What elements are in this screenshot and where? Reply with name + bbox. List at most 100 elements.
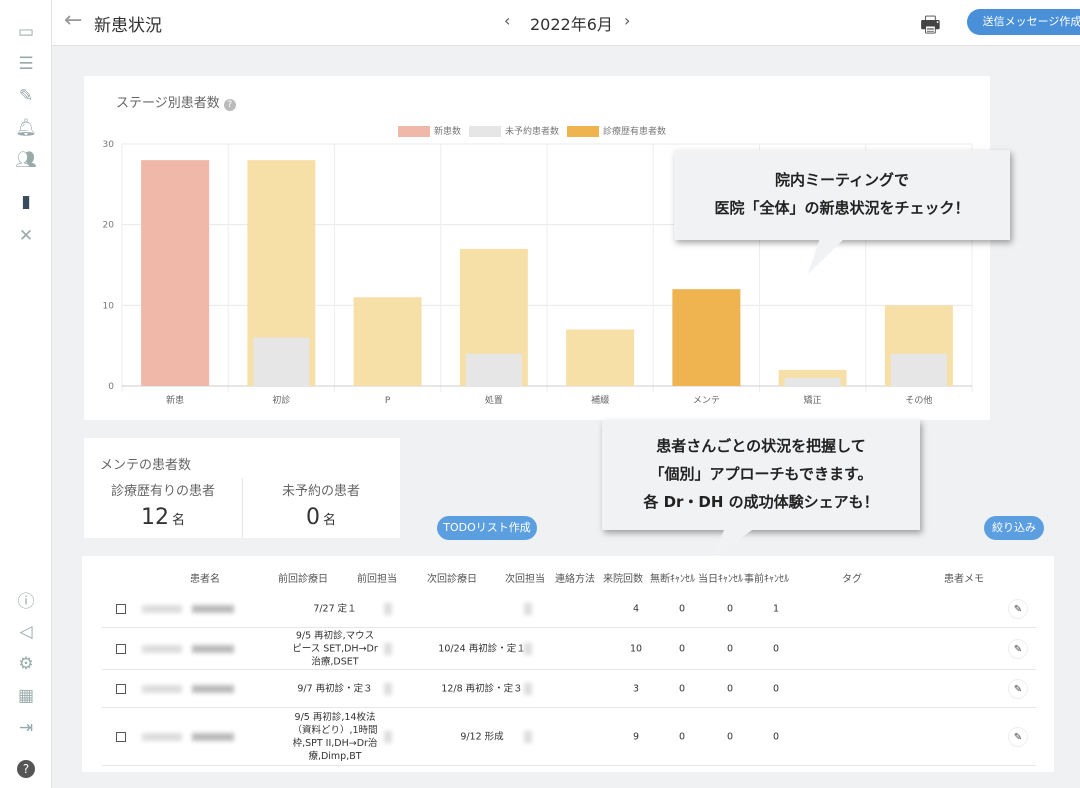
- cell-sameday: 0: [726, 603, 734, 614]
- bar-with-history: [566, 329, 635, 386]
- column-header: 患者メモ: [944, 574, 984, 585]
- sidebar: ▭ ☰ ✎ 🔔︎ 👥︎ ▮ ✕ ⓘ ◁ ⚙ ▦ ⇥?: [0, 0, 52, 788]
- legend-swatch: [398, 126, 430, 137]
- edit-memo-button[interactable]: ✎: [1008, 639, 1028, 659]
- legend-item[interactable]: 新患数: [398, 124, 461, 137]
- current-month: 2022年6月: [530, 15, 613, 34]
- callout-line: 院内ミーティングで: [774, 171, 910, 189]
- callout-tail: [808, 238, 845, 274]
- cell-noshow: 0: [678, 683, 686, 694]
- tools-icon[interactable]: ✕: [18, 226, 34, 246]
- row-checkbox[interactable]: [116, 604, 126, 614]
- bar-with-history: [672, 289, 741, 386]
- row-checkbox[interactable]: [116, 644, 126, 654]
- stat-value: 0: [305, 505, 320, 530]
- patient-id-redacted: [142, 685, 182, 693]
- chart-title-text: ステージ別患者数: [116, 96, 220, 111]
- cell-advance: 0: [772, 643, 780, 654]
- stat-value: 12: [140, 505, 169, 530]
- bar-unbooked: [253, 337, 310, 386]
- column-header: タグ: [842, 574, 862, 585]
- cell-next: 10/24 再初診・定１: [438, 643, 526, 654]
- patient-id-redacted: [142, 645, 182, 653]
- callout-line: 「個別」アプローチもできます。: [649, 465, 873, 483]
- bar-with-history: [353, 297, 422, 386]
- x-tick-label: 補綴: [591, 394, 609, 406]
- column-header: 連絡方法: [555, 574, 595, 585]
- bar-new-patients: [141, 160, 210, 386]
- column-header: 前回診療日: [278, 574, 328, 585]
- patient-name-redacted: [192, 685, 234, 693]
- staff-redacted: [384, 643, 392, 655]
- staff-redacted: [384, 683, 392, 695]
- prev-month-button[interactable]: ‹: [504, 11, 511, 30]
- legend-label: 診療歴有患者数: [603, 127, 667, 137]
- divider: [242, 478, 243, 538]
- callout-individual: 患者さんごとの状況を把握して 「個別」アプローチもできます。 各 Dr・DH の…: [602, 420, 920, 530]
- stage-chart-card: ステージ別患者数? 新患数 未予約患者数 診療歴有患者数 0 10 20 30 新患 初診 P 処…: [84, 76, 990, 420]
- megaphone-icon[interactable]: ◁: [19, 622, 33, 642]
- chart-icon[interactable]: ▮: [21, 192, 31, 212]
- cell-sameday: 0: [726, 683, 734, 694]
- staff-redacted: [524, 731, 532, 743]
- users-icon[interactable]: 👥︎: [15, 150, 37, 170]
- row-checkbox[interactable]: [116, 684, 126, 694]
- table-row: 7/27 定１ 4 0 0 1 ✎: [102, 590, 1036, 628]
- y-tick-label: 0: [108, 382, 114, 392]
- legend-item[interactable]: 診療歴有患者数: [567, 124, 666, 137]
- calendar-icon[interactable]: ▭: [17, 22, 35, 42]
- table-row: 9/7 再初診・定３ 12/8 再初診・定３ 3 0 0 0 ✎: [102, 670, 1036, 708]
- send-message-button[interactable]: 送信メッセージ作成: [967, 9, 1080, 35]
- grid-icon[interactable]: ▦: [17, 686, 35, 706]
- cell-visits: 4: [632, 603, 640, 614]
- page-title: 新患状況: [94, 16, 162, 36]
- cell-visits: 3: [632, 683, 640, 694]
- chart-title: ステージ別患者数?: [116, 92, 236, 111]
- help-icon[interactable]: ?: [223, 99, 236, 111]
- stat-label: 診療歴有りの患者: [110, 484, 215, 499]
- logout-icon[interactable]: ⇥: [18, 718, 34, 738]
- x-tick-label: その他: [905, 394, 932, 406]
- x-tick-label: 新患: [166, 394, 184, 406]
- print-icon[interactable]: 🖶: [920, 13, 941, 38]
- list-icon[interactable]: ☰: [18, 54, 34, 74]
- column-header: 来院回数: [603, 574, 643, 585]
- patient-name-redacted: [192, 605, 234, 613]
- next-month-button[interactable]: ›: [624, 11, 631, 30]
- stat-unit: 名: [322, 513, 336, 528]
- edit-memo-button[interactable]: ✎: [1008, 599, 1028, 619]
- callout-overall: 院内ミーティングで 医院「全体」の新患状況をチェック！: [674, 150, 1010, 240]
- staff-redacted: [524, 603, 532, 615]
- help-icon[interactable]: ?: [17, 760, 35, 778]
- patient-id-redacted: [142, 605, 182, 613]
- callout-line: 各 Dr・DH の成功体験シェアも！: [643, 493, 879, 511]
- column-header: 次回担当: [505, 574, 545, 585]
- x-tick-label: 処置: [485, 394, 503, 406]
- bell-icon[interactable]: 🔔︎: [15, 118, 37, 138]
- row-checkbox[interactable]: [116, 732, 126, 742]
- edit-memo-button[interactable]: ✎: [1008, 727, 1028, 747]
- gear-icon[interactable]: ⚙: [18, 654, 34, 674]
- with-history-stat: 診療歴有りの患者 12 名: [84, 480, 242, 530]
- cell-prev: 9/5 再初診,14枚法（資料どり）,1時間枠,SPT II,DH→Dr治療,D…: [292, 711, 378, 762]
- pencil-icon[interactable]: ✎: [18, 86, 34, 106]
- edit-memo-button[interactable]: ✎: [1008, 679, 1028, 699]
- legend-item[interactable]: 未予約患者数: [469, 124, 559, 137]
- patient-name-redacted: [192, 645, 234, 653]
- x-tick-label: 初診: [272, 394, 290, 406]
- staff-redacted: [524, 643, 532, 655]
- todo-list-button[interactable]: TODOリスト作成: [437, 516, 537, 540]
- back-button[interactable]: ←: [64, 8, 83, 33]
- cell-advance: 1: [772, 603, 780, 614]
- filter-button[interactable]: 絞り込み: [984, 516, 1044, 540]
- cell-prev: 9/5 再初診,マウスピース SET,DH→Dr治療,DSET: [292, 630, 378, 667]
- legend-swatch: [469, 126, 502, 137]
- table-row: 9/5 再初診,マウスピース SET,DH→Dr治療,DSET 10/24 再初診…: [102, 628, 1036, 670]
- callout-line: 患者さんごとの状況を把握して: [656, 437, 866, 455]
- legend: 新患数 未予約患者数 診療歴有患者数: [398, 124, 666, 137]
- bar-unbooked: [465, 353, 522, 386]
- callout-line: 医院「全体」の新患状況をチェック！: [714, 199, 970, 217]
- cell-sameday: 0: [726, 643, 734, 654]
- info-icon[interactable]: ⓘ: [17, 592, 35, 612]
